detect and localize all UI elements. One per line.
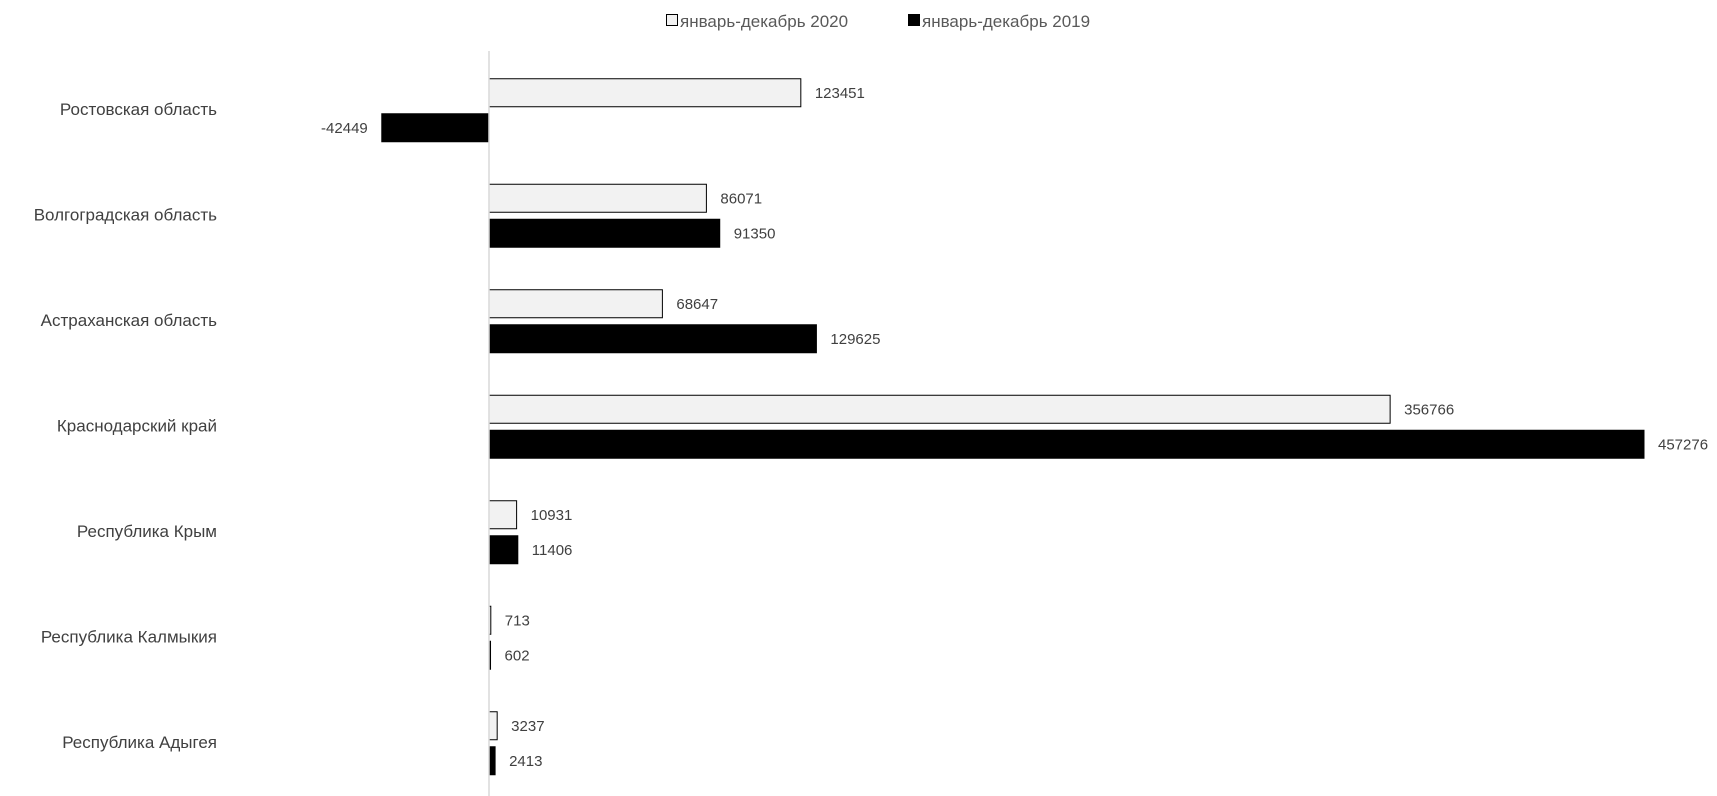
bar-2019 — [488, 535, 519, 565]
bar-2019 — [488, 746, 496, 776]
data-label-2020: 356766 — [1404, 401, 1454, 418]
legend-swatch-2020 — [666, 14, 678, 26]
category-label: Ростовская область — [60, 100, 217, 119]
category-astrahanskaya-oblast: Астраханская область 68647 129625 — [41, 289, 880, 354]
data-label-2019: -42449 — [321, 120, 368, 137]
data-label-2020: 10931 — [531, 507, 573, 524]
category-volgogradskaya-oblast: Волгоградская область 86071 91350 — [34, 183, 776, 248]
data-label-2019: 457276 — [1658, 436, 1708, 453]
category-respublika-adygeya: Республика Адыгея 3237 2413 — [62, 711, 545, 776]
data-label-2020: 123451 — [815, 85, 865, 102]
data-label-2019: 602 — [505, 647, 530, 664]
category-rostovskaya-oblast: Ростовская область 123451 -42449 — [60, 78, 865, 143]
category-label: Республика Калмыкия — [41, 627, 217, 646]
category-label: Волгоградская область — [34, 205, 217, 224]
bar-2020 — [488, 394, 1391, 424]
bar-2020 — [488, 711, 498, 741]
legend-item-2019: январь-декабрь 2019 — [908, 12, 1090, 31]
data-label-2019: 129625 — [830, 331, 880, 348]
data-label-2020: 713 — [505, 612, 530, 629]
legend-swatch-2019 — [908, 14, 920, 26]
plot-area: Ростовская область 123451 -42449 Волгоградс… — [34, 51, 1708, 796]
data-label-2020: 3237 — [511, 718, 544, 735]
bar-2020 — [488, 183, 707, 213]
category-label: Краснодарский край — [57, 416, 217, 435]
data-label-2019: 11406 — [532, 542, 573, 559]
bar-2019 — [488, 218, 721, 248]
legend-item-2020: январь-декабрь 2020 — [666, 12, 848, 31]
legend-label-2020: январь-декабрь 2020 — [680, 12, 848, 31]
category-respublika-krym: Республика Крым 10931 11406 — [77, 500, 573, 565]
data-label-2020: 86071 — [720, 190, 762, 207]
category-respublika-kalmykiya: Республика Калмыкия 713 602 — [41, 605, 530, 670]
data-label-2020: 68647 — [676, 296, 718, 313]
category-label: Республика Крым — [77, 522, 217, 541]
legend-label-2019: январь-декабрь 2019 — [922, 12, 1090, 31]
bar-2019 — [381, 113, 490, 143]
category-label: Республика Адыгея — [62, 733, 217, 752]
bar-2020 — [488, 500, 518, 530]
bar-2019 — [488, 429, 1645, 459]
bar-2020 — [488, 289, 663, 319]
category-label: Астраханская область — [41, 311, 217, 330]
data-label-2019: 91350 — [734, 225, 776, 242]
data-label-2019: 2413 — [509, 753, 542, 770]
bar-2019 — [488, 324, 817, 354]
legend: январь-декабрь 2020 январь-декабрь 2019 — [666, 12, 1090, 31]
bar-2020 — [488, 78, 802, 108]
category-krasnodarskiy-kray: Краснодарский край 356766 457276 — [57, 394, 1708, 459]
